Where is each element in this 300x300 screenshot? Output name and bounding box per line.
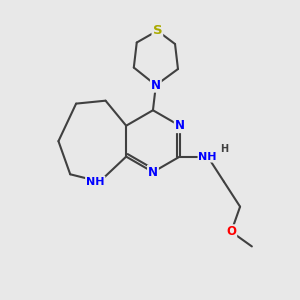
Text: H: H — [220, 144, 228, 154]
Text: N: N — [151, 79, 161, 92]
Text: NH: NH — [198, 152, 217, 162]
Text: S: S — [152, 24, 162, 37]
Text: N: N — [175, 119, 185, 132]
Text: NH: NH — [86, 177, 104, 187]
Text: N: N — [148, 166, 158, 178]
Text: O: O — [226, 225, 236, 238]
